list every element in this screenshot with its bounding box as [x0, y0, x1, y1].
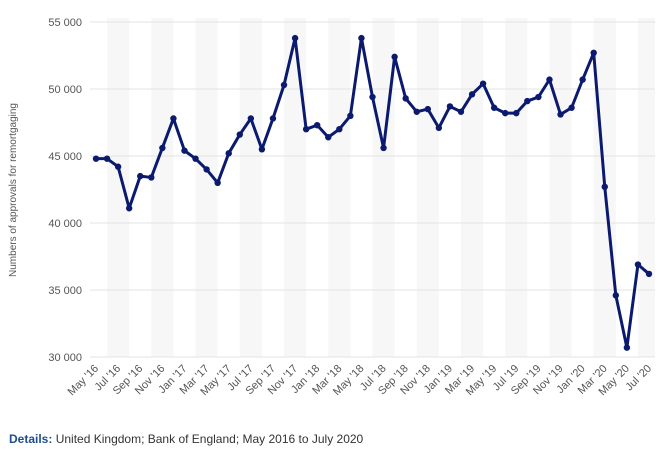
y-tick-label: 35 000 — [48, 285, 82, 297]
data-point — [524, 97, 531, 105]
data-point — [314, 121, 321, 129]
y-tick-label: 40 000 — [48, 218, 82, 230]
stripe — [239, 18, 262, 357]
stripe — [107, 18, 130, 357]
stripe — [637, 18, 655, 357]
data-point — [446, 103, 454, 110]
background — [107, 18, 655, 357]
data-point — [159, 144, 166, 152]
data-point — [634, 261, 642, 268]
data-point — [192, 155, 199, 162]
y-axis-label: Numbers of approvals for remortgaging — [8, 103, 19, 277]
data-point — [391, 53, 398, 61]
data-point — [546, 76, 553, 83]
details-text: United Kingdom; Bank of England; May 201… — [55, 432, 364, 446]
chart: Numbers of approvals for remortgaging 30… — [8, 17, 655, 398]
data-point — [358, 34, 365, 42]
data-point — [623, 344, 631, 351]
data-point — [479, 80, 487, 87]
data-point — [125, 205, 133, 212]
data-point — [103, 155, 111, 162]
stripe — [328, 18, 351, 357]
data-point — [291, 34, 299, 42]
data-point — [612, 292, 620, 299]
data-point — [513, 109, 520, 117]
data-point — [557, 111, 564, 118]
data-point — [302, 126, 310, 133]
data-point — [468, 91, 476, 98]
data-point — [203, 166, 210, 173]
data-point — [579, 76, 586, 83]
data-point — [236, 131, 243, 138]
stripe — [505, 18, 528, 357]
stripe — [372, 18, 395, 357]
data-point — [247, 115, 255, 122]
y-tick-label: 45 000 — [48, 151, 82, 163]
data-point — [181, 147, 188, 154]
data-point — [601, 183, 608, 191]
stripe — [549, 18, 572, 357]
data-point — [347, 112, 354, 120]
data-point — [214, 179, 221, 186]
data-point — [280, 81, 288, 89]
data-point — [535, 93, 542, 101]
y-tick-label: 50 000 — [48, 84, 82, 96]
stripe — [151, 18, 174, 357]
data-point — [457, 108, 465, 115]
stripe — [416, 18, 439, 357]
data-point — [148, 174, 155, 181]
data-point — [325, 134, 332, 141]
data-point — [590, 49, 597, 57]
data-point — [490, 104, 498, 111]
data-point — [413, 108, 420, 115]
y-tick-label: 55 000 — [48, 17, 82, 29]
data-point — [92, 155, 100, 162]
details: Details: United Kingdom; Bank of England… — [9, 432, 363, 446]
details-label: Details: — [9, 432, 53, 446]
data-point — [137, 172, 144, 180]
data-point — [369, 93, 376, 101]
data-point — [568, 104, 575, 111]
y-tick-label: 30 000 — [48, 352, 82, 364]
stripe — [284, 18, 307, 357]
data-point — [269, 115, 277, 122]
data-point — [424, 105, 431, 113]
stripe — [460, 18, 484, 357]
data-point — [336, 126, 343, 133]
data-point — [114, 163, 122, 170]
data-point — [502, 109, 509, 117]
data-point — [645, 270, 653, 278]
data-point — [435, 124, 443, 132]
data-point — [225, 150, 232, 157]
stripe — [195, 18, 218, 357]
data-point — [170, 115, 177, 122]
data-point — [402, 95, 409, 102]
data-point — [380, 144, 387, 152]
data-point — [258, 146, 266, 153]
